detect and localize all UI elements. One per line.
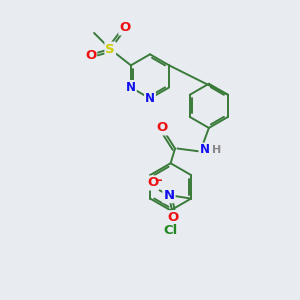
Text: Cl: Cl [164, 224, 178, 238]
Text: O: O [119, 22, 130, 34]
Text: O: O [147, 176, 158, 190]
Text: N: N [126, 81, 136, 94]
Text: O: O [168, 211, 179, 224]
Text: -: - [157, 173, 162, 187]
Text: N: N [164, 189, 175, 202]
Text: S: S [106, 43, 115, 56]
Text: N: N [145, 92, 155, 105]
Text: N: N [200, 143, 209, 157]
Text: H: H [212, 145, 221, 155]
Text: O: O [85, 49, 96, 62]
Text: O: O [156, 122, 167, 134]
